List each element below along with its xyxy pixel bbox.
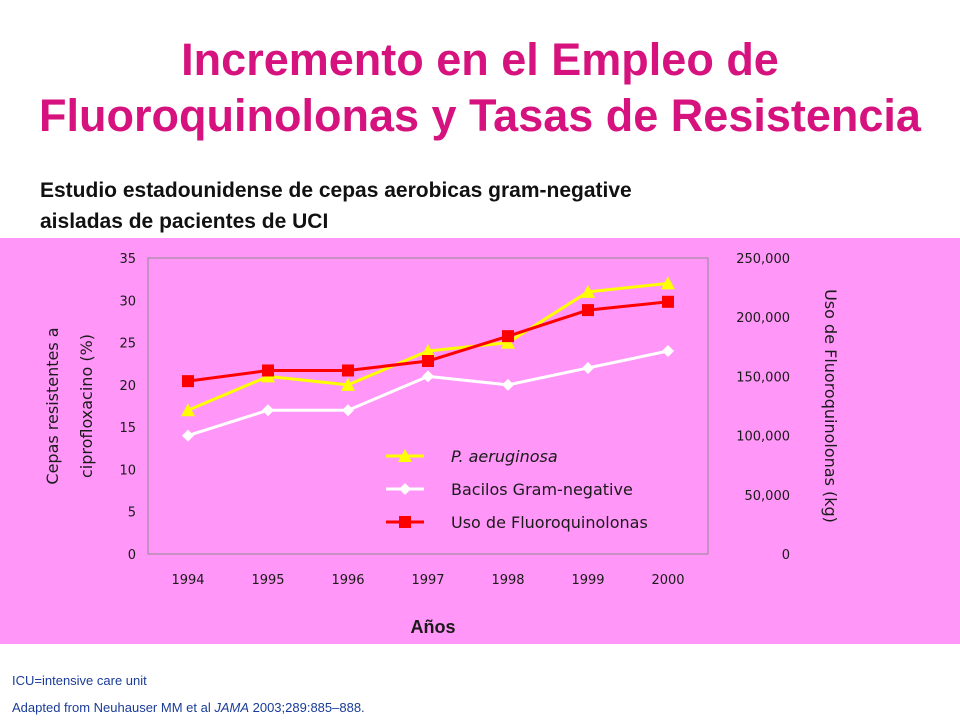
y-tick-right-2: 100,000 — [736, 430, 790, 445]
data-point-bacilos-gram-negative-2000 — [662, 345, 674, 358]
y-tick-right-1: 50,000 — [745, 489, 791, 504]
data-point-p-aeruginosa-1997 — [421, 344, 435, 358]
legend-label-p-aeruginosa: P. aeruginosa — [451, 447, 558, 466]
footnote-source-journal: JAMA — [214, 700, 249, 715]
data-point-bacilos-gram-negative-1997 — [422, 370, 434, 383]
y-tick-left-5: 25 — [119, 337, 136, 352]
data-point-bacilos-gram-negative-1998 — [502, 378, 514, 391]
footnote-source: Adapted from Neuhauser MM et al JAMA 200… — [12, 700, 365, 715]
y-tick-left-4: 20 — [119, 379, 136, 394]
data-point-uso-de-fluoroquinolonas-1998 — [502, 330, 514, 343]
page-title: Incremento en el Empleo de Fluoroquinolo… — [0, 32, 960, 144]
y-tick-left-6: 30 — [119, 294, 136, 309]
data-point-p-aeruginosa-1996 — [341, 377, 355, 391]
y-tick-left-3: 15 — [119, 421, 136, 436]
data-point-p-aeruginosa-1994 — [181, 403, 195, 417]
title-line-2: Fluoroquinolonas y Tasas de Resistencia — [39, 90, 921, 141]
x-axis-ticks: 1994 1995 1996 1997 1998 1999 2000 — [171, 573, 684, 588]
data-point-uso-de-fluoroquinolonas-1996 — [342, 364, 354, 377]
data-point-p-aeruginosa-1999 — [581, 284, 595, 298]
x-tick-1996: 1996 — [331, 573, 364, 588]
y-tick-right-0: 0 — [782, 548, 790, 563]
y-tick-left-2: 10 — [119, 463, 136, 478]
data-point-uso-de-fluoroquinolonas-1997 — [422, 355, 434, 368]
data-point-uso-de-fluoroquinolonas-1994 — [182, 375, 194, 388]
legend-marker-fluoroquinolonas — [399, 516, 411, 528]
data-point-p-aeruginosa-2000 — [661, 276, 675, 290]
legend-label-gram-negative: Bacilos Gram-negative — [451, 480, 633, 499]
x-tick-1995: 1995 — [251, 573, 284, 588]
data-point-bacilos-gram-negative-1994 — [182, 429, 194, 442]
x-tick-1997: 1997 — [411, 573, 444, 588]
right-axis-ticks: 0 50,000 100,000 150,000 200,000 250,000 — [736, 252, 790, 563]
legend: P. aeruginosa Bacilos Gram-negative Uso … — [386, 447, 648, 532]
legend-label-fluoroquinolonas: Uso de Fluoroquinolonas — [451, 513, 648, 532]
y-axis-label-left-line-1: Cepas resistentes a — [43, 327, 62, 484]
legend-item-fluoroquinolonas: Uso de Fluoroquinolonas — [386, 513, 648, 532]
series-layer — [181, 276, 675, 442]
chart-panel: 0 5 10 15 20 25 30 35 0 50,000 100,000 150,000 200,… — [0, 238, 960, 644]
subtitle-line-2: aisladas de pacientes de UCI — [40, 210, 329, 233]
y-tick-left-7: 35 — [119, 252, 136, 267]
footnote-source-pre: Adapted from Neuhauser MM et al — [12, 700, 215, 715]
data-point-uso-de-fluoroquinolonas-2000 — [662, 295, 674, 308]
left-axis-ticks: 0 5 10 15 20 25 30 35 — [119, 252, 136, 563]
legend-marker-p-aeruginosa — [398, 449, 412, 462]
footnote-icu: ICU=intensive care unit — [12, 673, 147, 688]
x-tick-1994: 1994 — [171, 573, 204, 588]
footnote-source-post: 2003;289:885–888. — [249, 700, 365, 715]
data-point-bacilos-gram-negative-1995 — [262, 404, 274, 417]
title-line-1: Incremento en el Empleo de — [181, 34, 779, 85]
data-point-bacilos-gram-negative-1999 — [582, 361, 594, 374]
data-point-bacilos-gram-negative-1996 — [342, 404, 354, 417]
y-tick-left-1: 5 — [128, 506, 136, 521]
plot-area — [147, 257, 709, 555]
legend-marker-gram-negative — [399, 483, 411, 495]
data-point-uso-de-fluoroquinolonas-1995 — [262, 364, 274, 377]
series-line-uso-de-fluoroquinolonas — [187, 300, 669, 383]
subtitle-line-1: Estudio estadounidense de cepas aerobica… — [40, 179, 632, 202]
x-axis-label: Años — [411, 617, 456, 637]
y-tick-right-5: 250,000 — [736, 252, 790, 267]
y-axis-label-left-line-2: ciprofloxacino (%) — [77, 334, 96, 478]
data-point-uso-de-fluoroquinolonas-1999 — [582, 304, 594, 317]
y-tick-right-4: 200,000 — [736, 311, 790, 326]
y-axis-label-right: Uso de Fluoroquinolonas (kg) — [821, 289, 840, 523]
x-tick-1999: 1999 — [571, 573, 604, 588]
x-tick-2000: 2000 — [651, 573, 684, 588]
y-tick-right-3: 150,000 — [736, 370, 790, 385]
y-tick-left-0: 0 — [128, 548, 136, 563]
legend-item-gram-negative: Bacilos Gram-negative — [386, 480, 633, 499]
x-tick-1998: 1998 — [491, 573, 524, 588]
subtitle: Estudio estadounidense de cepas aerobica… — [40, 175, 840, 237]
legend-item-p-aeruginosa: P. aeruginosa — [386, 447, 558, 466]
line-chart: 0 5 10 15 20 25 30 35 0 50,000 100,000 150,000 200,… — [43, 252, 840, 637]
